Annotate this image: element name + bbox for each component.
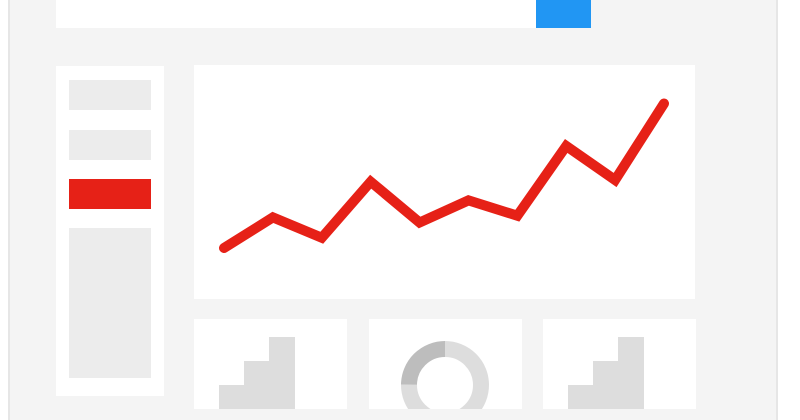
bar-chart-card[interactable] [194, 319, 347, 409]
bar-1 [244, 361, 270, 409]
line-chart-panel [194, 65, 695, 299]
sidebar-item-active[interactable] [69, 179, 151, 209]
series-line-0 [219, 98, 669, 253]
bar-1 [593, 361, 619, 409]
bar-chart-icon [568, 337, 644, 409]
donut-chart-icon [401, 341, 489, 409]
bar-0 [568, 385, 594, 409]
bar-chart-icon [219, 337, 295, 409]
bar-0 [219, 385, 245, 409]
donut-slice-1 [401, 341, 489, 409]
app-window [8, 0, 778, 420]
search-button[interactable] [536, 0, 591, 28]
sidebar-item-2[interactable] [69, 130, 151, 160]
sidebar-item-4[interactable] [69, 228, 151, 378]
sidebar [56, 66, 164, 396]
line-chart [219, 98, 669, 253]
bar-2 [618, 337, 644, 409]
bar-2 [269, 337, 295, 409]
search-input[interactable] [56, 0, 536, 28]
bar-chart-card[interactable] [543, 319, 696, 409]
donut-chart-card[interactable] [369, 319, 522, 409]
sidebar-item-1[interactable] [69, 80, 151, 110]
